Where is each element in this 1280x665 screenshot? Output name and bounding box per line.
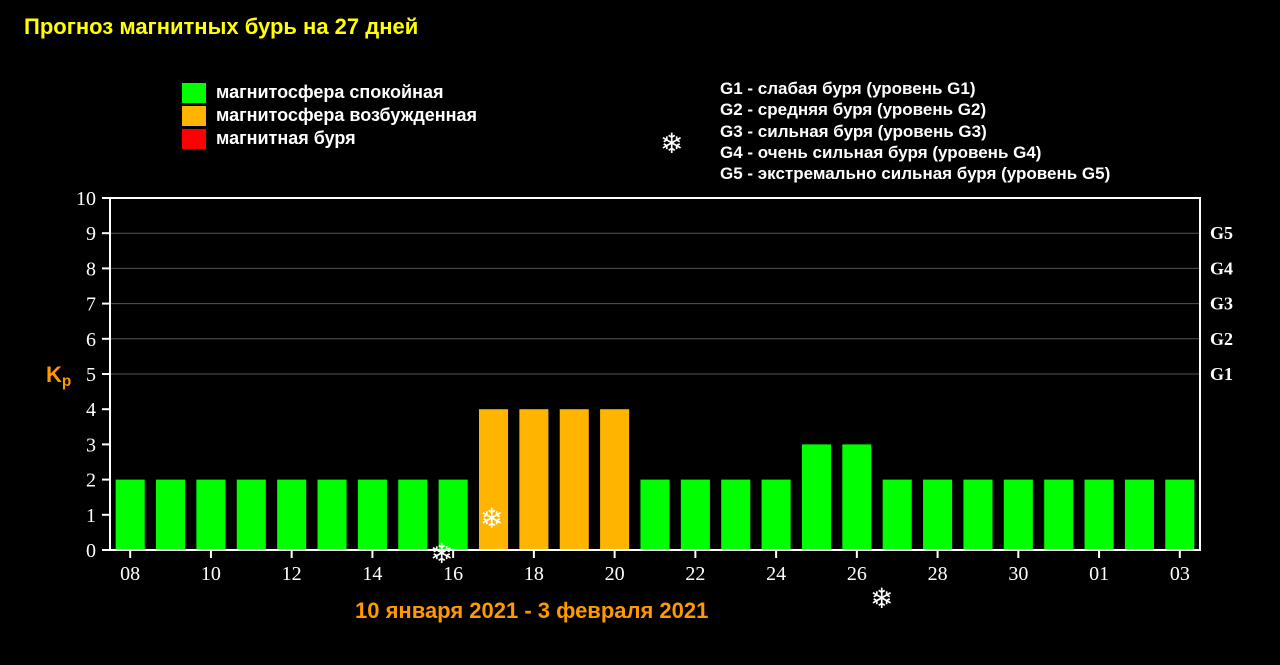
legend-label: магнитосфера спокойная	[216, 82, 444, 103]
y-tick-label: 8	[86, 258, 96, 280]
bar	[1165, 480, 1194, 550]
bar	[842, 444, 871, 550]
bar	[560, 409, 589, 550]
bar	[116, 480, 145, 550]
y-tick-label: 10	[76, 190, 96, 210]
x-tick-label: 12	[282, 563, 302, 585]
legend-swatch	[182, 129, 206, 149]
bar	[721, 480, 750, 550]
x-tick-label: 20	[605, 563, 625, 585]
bar	[196, 480, 225, 550]
bar	[1004, 480, 1033, 550]
g-scale-line: G2 - средняя буря (уровень G2)	[720, 99, 1110, 120]
bar	[358, 480, 387, 550]
bar	[156, 480, 185, 550]
legend-label: магнитосфера возбужденная	[216, 105, 477, 126]
y-tick-label: 9	[86, 223, 96, 245]
bar	[802, 444, 831, 550]
g-scale-line: G1 - слабая буря (уровень G1)	[720, 78, 1110, 99]
page-root: Прогноз магнитных бурь на 27 дней магнит…	[0, 0, 1280, 665]
bar	[277, 480, 306, 550]
x-tick-label: 10	[201, 563, 221, 585]
y-tick-label: 2	[86, 470, 96, 492]
snowflake-icon: ❄	[480, 505, 503, 533]
x-tick-label: 18	[524, 563, 544, 585]
x-tick-label: 14	[362, 563, 382, 585]
g-level-label: G4	[1210, 258, 1233, 278]
x-tick-label: 28	[928, 563, 948, 585]
x-tick-label: 30	[1008, 563, 1028, 585]
legend-item: магнитосфера возбужденная	[182, 105, 477, 126]
bar	[681, 480, 710, 550]
bar	[923, 480, 952, 550]
g-scale-line: G4 - очень сильная буря (уровень G4)	[720, 142, 1110, 163]
g-scale-legend: G1 - слабая буря (уровень G1)G2 - средня…	[720, 78, 1110, 184]
snowflake-icon: ❄	[660, 130, 683, 158]
kp-bar-chart: 012345678910G1G2G3G4G5081012141618202224…	[40, 190, 1240, 610]
y-tick-label: 0	[86, 540, 96, 562]
snowflake-icon: ❄	[430, 540, 453, 568]
bar	[1044, 480, 1073, 550]
bar	[519, 409, 548, 550]
bar	[640, 480, 669, 550]
g-scale-line: G5 - экстремально сильная буря (уровень …	[720, 163, 1110, 184]
x-tick-label: 03	[1170, 563, 1190, 585]
bar	[1085, 480, 1114, 550]
g-level-label: G2	[1210, 329, 1233, 349]
y-tick-label: 1	[86, 505, 96, 527]
x-tick-label: 01	[1089, 563, 1109, 585]
legend-swatch	[182, 106, 206, 126]
legend-item: магнитная буря	[182, 128, 477, 149]
bar	[600, 409, 629, 550]
bar	[963, 480, 992, 550]
legend-label: магнитная буря	[216, 128, 356, 149]
y-tick-label: 4	[86, 399, 96, 421]
snowflake-icon: ❄	[870, 585, 893, 613]
y-tick-label: 6	[86, 329, 96, 351]
y-tick-label: 5	[86, 364, 96, 386]
page-title: Прогноз магнитных бурь на 27 дней	[24, 14, 418, 40]
bar	[1125, 480, 1154, 550]
g-level-label: G1	[1210, 364, 1233, 384]
g-level-label: G5	[1210, 223, 1233, 243]
bar	[318, 480, 347, 550]
date-range-label: 10 января 2021 - 3 февраля 2021	[355, 598, 708, 624]
x-tick-label: 08	[120, 563, 140, 585]
legend-item: магнитосфера спокойная	[182, 82, 477, 103]
g-scale-line: G3 - сильная буря (уровень G3)	[720, 121, 1110, 142]
y-tick-label: 3	[86, 434, 96, 456]
bar	[398, 480, 427, 550]
x-tick-label: 26	[847, 563, 867, 585]
x-tick-label: 22	[685, 563, 705, 585]
chart-legend: магнитосфера спокойнаямагнитосфера возбу…	[182, 82, 477, 151]
bar	[762, 480, 791, 550]
g-level-label: G3	[1210, 294, 1233, 314]
legend-swatch	[182, 83, 206, 103]
y-tick-label: 7	[86, 294, 96, 316]
bar	[237, 480, 266, 550]
bar	[883, 480, 912, 550]
x-tick-label: 24	[766, 563, 786, 585]
